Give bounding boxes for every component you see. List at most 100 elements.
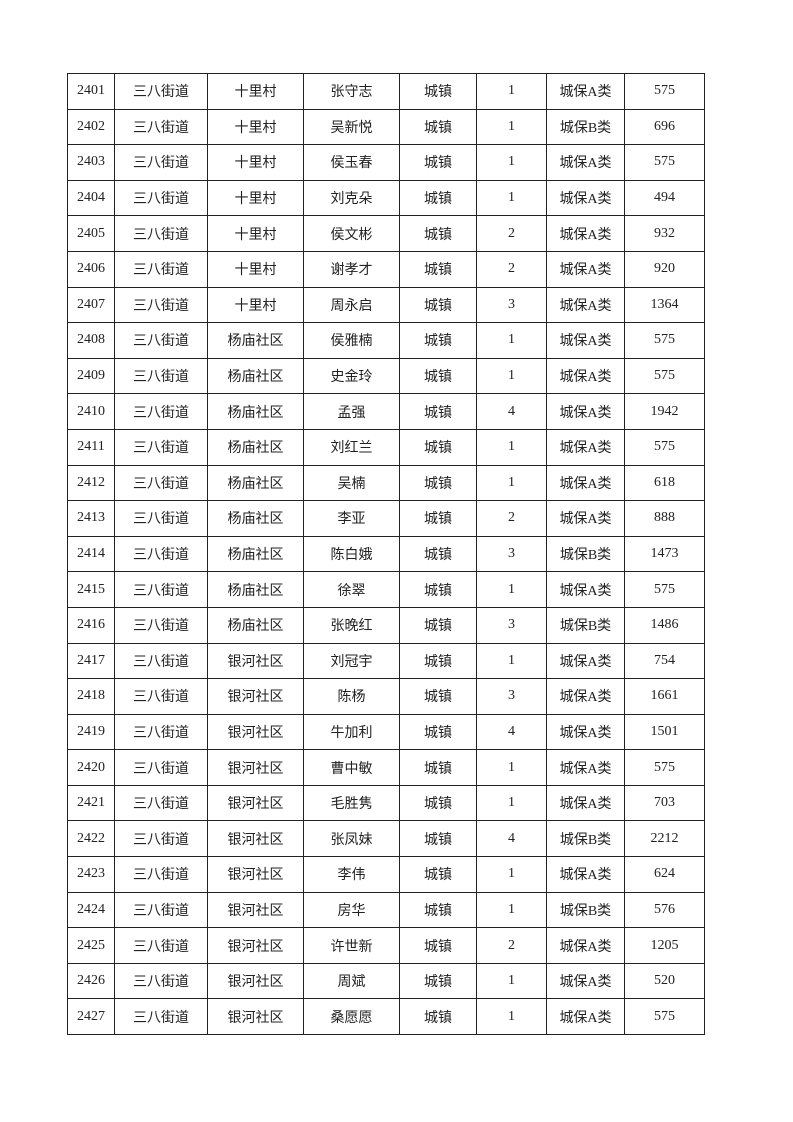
- cell-member-count: 1: [476, 998, 547, 1036]
- cell-community: 杨庙社区: [207, 571, 304, 608]
- table-row: 2406 三八街道 十里村 谢孝才 城镇 2 城保A类 920: [67, 250, 705, 288]
- cell-person-name: 曹中敏: [303, 749, 400, 786]
- cell-amount: 494: [624, 179, 705, 217]
- table-row: 2405 三八街道 十里村 侯文彬 城镇 2 城保A类 932: [67, 215, 705, 252]
- table-row: 2422 三八街道 银河社区 张凤妹 城镇 4 城保B类 2212: [67, 820, 705, 858]
- cell-person-name: 张凤妹: [303, 820, 400, 858]
- cell-household-type: 城镇: [399, 856, 477, 893]
- cell-household-type: 城镇: [399, 713, 477, 751]
- cell-member-count: 3: [476, 535, 547, 573]
- cell-row-number: 2411: [67, 428, 115, 466]
- cell-amount: 575: [624, 428, 705, 466]
- cell-insurance-category: 城保B类: [546, 820, 625, 858]
- cell-member-count: 1: [476, 749, 547, 786]
- cell-community: 银河社区: [207, 998, 304, 1036]
- table-row: 2412 三八街道 杨庙社区 吴楠 城镇 1 城保A类 618: [67, 464, 705, 502]
- cell-insurance-category: 城保A类: [546, 642, 625, 680]
- cell-insurance-category: 城保A类: [546, 998, 625, 1036]
- cell-insurance-category: 城保A类: [546, 428, 625, 466]
- cell-row-number: 2419: [67, 713, 115, 751]
- cell-amount: 1473: [624, 535, 705, 573]
- cell-row-number: 2403: [67, 144, 115, 181]
- cell-amount: 618: [624, 464, 705, 502]
- cell-street: 三八街道: [114, 322, 208, 359]
- cell-row-number: 2402: [67, 108, 115, 146]
- table-row: 2423 三八街道 银河社区 李伟 城镇 1 城保A类 624: [67, 856, 705, 893]
- table-row: 2404 三八街道 十里村 刘克朵 城镇 1 城保A类 494: [67, 179, 705, 217]
- cell-community: 银河社区: [207, 678, 304, 715]
- cell-member-count: 2: [476, 250, 547, 288]
- cell-household-type: 城镇: [399, 286, 477, 324]
- cell-street: 三八街道: [114, 820, 208, 858]
- cell-insurance-category: 城保A类: [546, 962, 625, 1000]
- cell-household-type: 城镇: [399, 642, 477, 680]
- cell-household-type: 城镇: [399, 215, 477, 252]
- cell-member-count: 1: [476, 784, 547, 822]
- cell-person-name: 张晚红: [303, 606, 400, 644]
- cell-person-name: 许世新: [303, 927, 400, 964]
- cell-street: 三八街道: [114, 215, 208, 252]
- cell-amount: 1661: [624, 678, 705, 715]
- cell-member-count: 1: [476, 891, 547, 929]
- cell-member-count: 1: [476, 357, 547, 395]
- cell-community: 十里村: [207, 108, 304, 146]
- cell-row-number: 2418: [67, 678, 115, 715]
- cell-insurance-category: 城保B类: [546, 606, 625, 644]
- cell-person-name: 陈白娥: [303, 535, 400, 573]
- table-row: 2420 三八街道 银河社区 曹中敏 城镇 1 城保A类 575: [67, 749, 705, 786]
- cell-row-number: 2422: [67, 820, 115, 858]
- cell-street: 三八街道: [114, 73, 208, 110]
- cell-person-name: 侯雅楠: [303, 322, 400, 359]
- cell-insurance-category: 城保A类: [546, 250, 625, 288]
- cell-person-name: 李亚: [303, 500, 400, 537]
- cell-community: 杨庙社区: [207, 322, 304, 359]
- cell-member-count: 1: [476, 571, 547, 608]
- table-row: 2419 三八街道 银河社区 牛加利 城镇 4 城保A类 1501: [67, 713, 705, 751]
- cell-community: 银河社区: [207, 927, 304, 964]
- table-row: 2413 三八街道 杨庙社区 李亚 城镇 2 城保A类 888: [67, 500, 705, 537]
- cell-row-number: 2416: [67, 606, 115, 644]
- cell-amount: 703: [624, 784, 705, 822]
- cell-row-number: 2425: [67, 927, 115, 964]
- cell-insurance-category: 城保A类: [546, 215, 625, 252]
- cell-row-number: 2401: [67, 73, 115, 110]
- cell-amount: 1205: [624, 927, 705, 964]
- cell-row-number: 2408: [67, 322, 115, 359]
- cell-household-type: 城镇: [399, 144, 477, 181]
- cell-household-type: 城镇: [399, 535, 477, 573]
- cell-household-type: 城镇: [399, 108, 477, 146]
- cell-household-type: 城镇: [399, 571, 477, 608]
- cell-row-number: 2405: [67, 215, 115, 252]
- cell-person-name: 周斌: [303, 962, 400, 1000]
- cell-row-number: 2414: [67, 535, 115, 573]
- cell-street: 三八街道: [114, 749, 208, 786]
- cell-community: 十里村: [207, 286, 304, 324]
- cell-community: 杨庙社区: [207, 428, 304, 466]
- cell-person-name: 刘克朵: [303, 179, 400, 217]
- cell-amount: 624: [624, 856, 705, 893]
- cell-amount: 754: [624, 642, 705, 680]
- cell-community: 杨庙社区: [207, 393, 304, 430]
- cell-member-count: 1: [476, 962, 547, 1000]
- cell-household-type: 城镇: [399, 393, 477, 430]
- cell-street: 三八街道: [114, 535, 208, 573]
- cell-row-number: 2406: [67, 250, 115, 288]
- cell-street: 三八街道: [114, 606, 208, 644]
- cell-person-name: 吴楠: [303, 464, 400, 502]
- cell-amount: 575: [624, 998, 705, 1036]
- cell-member-count: 4: [476, 393, 547, 430]
- cell-amount: 696: [624, 108, 705, 146]
- cell-row-number: 2410: [67, 393, 115, 430]
- data-table: 2401 三八街道 十里村 张守志 城镇 1 城保A类 575 2402 三八街道 十里村 吴新悦 城镇…: [67, 73, 705, 1036]
- cell-community: 十里村: [207, 215, 304, 252]
- cell-insurance-category: 城保A类: [546, 713, 625, 751]
- cell-insurance-category: 城保A类: [546, 179, 625, 217]
- table-row: 2402 三八街道 十里村 吴新悦 城镇 1 城保B类 696: [67, 108, 705, 146]
- cell-street: 三八街道: [114, 962, 208, 1000]
- cell-person-name: 陈杨: [303, 678, 400, 715]
- cell-member-count: 3: [476, 606, 547, 644]
- cell-insurance-category: 城保A类: [546, 73, 625, 110]
- cell-street: 三八街道: [114, 428, 208, 466]
- cell-amount: 575: [624, 749, 705, 786]
- cell-street: 三八街道: [114, 713, 208, 751]
